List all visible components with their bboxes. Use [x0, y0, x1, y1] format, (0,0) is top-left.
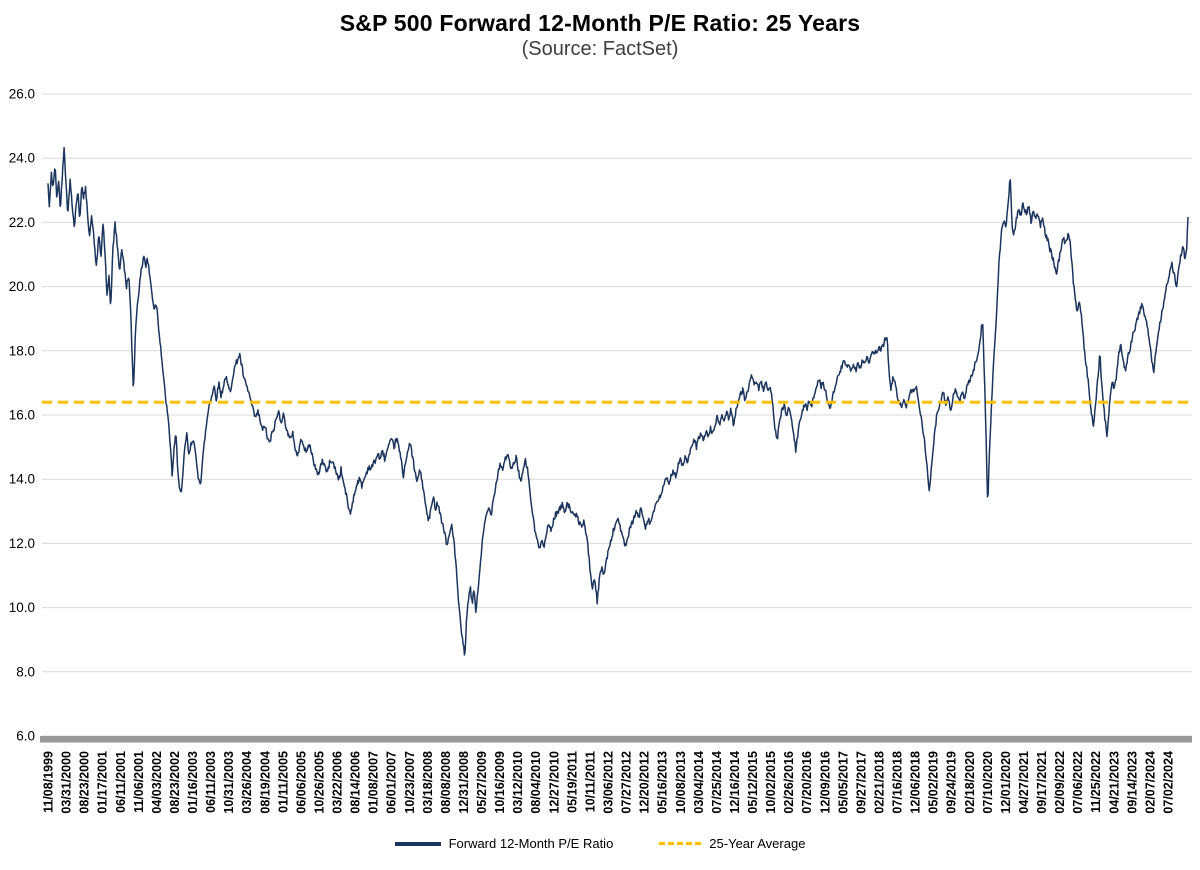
svg-text:08/23/2002: 08/23/2002 [168, 751, 182, 814]
legend-item-series: Forward 12-Month P/E Ratio [394, 836, 614, 851]
svg-text:06/01/2007: 06/01/2007 [385, 751, 399, 814]
svg-text:03/04/2014: 03/04/2014 [692, 751, 706, 814]
svg-text:05/27/2009: 05/27/2009 [475, 751, 489, 814]
svg-text:10/31/2003: 10/31/2003 [222, 751, 236, 814]
svg-text:10/11/2011: 10/11/2011 [583, 751, 597, 812]
svg-text:06/11/2003: 06/11/2003 [204, 751, 218, 813]
svg-text:12.0: 12.0 [9, 536, 35, 551]
svg-text:08/19/2004: 08/19/2004 [258, 751, 272, 814]
svg-text:10/02/2015: 10/02/2015 [764, 751, 778, 814]
svg-text:03/31/2000: 03/31/2000 [60, 751, 74, 814]
svg-text:10.0: 10.0 [9, 600, 35, 615]
svg-text:03/06/2012: 03/06/2012 [602, 751, 616, 814]
svg-text:07/10/2020: 07/10/2020 [981, 751, 995, 814]
svg-text:12/31/2008: 12/31/2008 [457, 751, 471, 814]
svg-text:02/09/2022: 02/09/2022 [1053, 751, 1067, 814]
series-line [47, 146, 1189, 656]
svg-text:01/08/2007: 01/08/2007 [367, 751, 381, 814]
svg-text:05/05/2017: 05/05/2017 [836, 751, 850, 814]
svg-text:07/27/2012: 07/27/2012 [620, 751, 634, 814]
svg-text:20.0: 20.0 [9, 279, 35, 294]
svg-text:16.0: 16.0 [9, 408, 35, 423]
y-axis-labels: 6.0 8.0 10.0 12.0 14.0 16.0 18.0 20.0 22.0 24.0 26… [9, 87, 35, 744]
svg-text:10/23/2007: 10/23/2007 [403, 751, 417, 814]
svg-text:08/04/2010: 08/04/2010 [529, 751, 543, 814]
svg-text:09/14/2023: 09/14/2023 [1125, 751, 1139, 814]
svg-text:04/27/2021: 04/27/2021 [1017, 751, 1031, 814]
svg-text:10/08/2013: 10/08/2013 [674, 751, 688, 814]
svg-text:8.0: 8.0 [16, 664, 35, 679]
pe-chart-svg: 6.0 8.0 10.0 12.0 14.0 16.0 18.0 20.0 22.0 24.0 26… [9, 87, 1192, 814]
svg-text:08/14/2006: 08/14/2006 [349, 751, 363, 814]
svg-text:05/02/2019: 05/02/2019 [927, 751, 941, 814]
legend: Forward 12-Month P/E Ratio 25-Year Avera… [0, 836, 1200, 851]
svg-text:05/19/2011: 05/19/2011 [565, 751, 579, 813]
legend-series-label: Forward 12-Month P/E Ratio [448, 836, 614, 851]
svg-text:11/25/2022: 11/25/2022 [1089, 751, 1103, 813]
svg-text:04/21/2023: 04/21/2023 [1107, 751, 1121, 814]
svg-text:03/22/2006: 03/22/2006 [331, 751, 345, 814]
page-title: S&P 500 Forward 12-Month P/E Ratio: 25 Y… [339, 10, 861, 36]
svg-text:02/26/2016: 02/26/2016 [782, 751, 796, 814]
svg-text:08/08/2008: 08/08/2008 [439, 751, 453, 814]
x-axis-baseline [40, 736, 1192, 743]
svg-text:03/26/2004: 03/26/2004 [240, 751, 254, 814]
svg-text:06/11/2001: 06/11/2001 [114, 751, 128, 813]
legend-average-label: 25-Year Average [709, 836, 806, 851]
svg-text:24.0: 24.0 [9, 151, 35, 166]
svg-text:14.0: 14.0 [9, 472, 35, 487]
svg-text:22.0: 22.0 [9, 215, 35, 230]
svg-text:04/03/2002: 04/03/2002 [150, 751, 164, 814]
svg-text:03/18/2008: 03/18/2008 [421, 751, 435, 814]
svg-text:08/23/2000: 08/23/2000 [78, 751, 92, 814]
svg-text:12/09/2016: 12/09/2016 [818, 751, 832, 814]
svg-text:11/08/1999: 11/08/1999 [42, 751, 56, 813]
svg-text:12/20/2012: 12/20/2012 [638, 751, 652, 814]
svg-text:09/27/2017: 09/27/2017 [854, 751, 868, 814]
legend-item-average: 25-Year Average [659, 836, 805, 851]
series-line-swatch-icon [394, 841, 441, 846]
svg-text:05/16/2013: 05/16/2013 [656, 751, 670, 814]
svg-text:07/25/2014: 07/25/2014 [710, 751, 724, 814]
svg-text:06/06/2005: 06/06/2005 [294, 751, 308, 814]
svg-text:07/02/2024: 07/02/2024 [1162, 751, 1176, 814]
svg-text:03/12/2010: 03/12/2010 [511, 751, 525, 814]
page-subtitle: (Source: FactSet) [521, 38, 679, 60]
svg-text:01/16/2003: 01/16/2003 [186, 751, 200, 814]
gridlines [42, 93, 1192, 737]
svg-text:12/06/2018: 12/06/2018 [909, 751, 923, 814]
svg-text:18.0: 18.0 [9, 343, 35, 358]
svg-text:07/20/2016: 07/20/2016 [800, 751, 814, 814]
svg-text:10/26/2005: 10/26/2005 [312, 751, 326, 814]
average-line-swatch-icon [659, 842, 702, 845]
svg-text:12/16/2014: 12/16/2014 [728, 751, 742, 814]
svg-text:10/16/2009: 10/16/2009 [493, 751, 507, 814]
svg-text:26.0: 26.0 [9, 87, 35, 102]
svg-text:6.0: 6.0 [16, 729, 35, 744]
svg-text:05/12/2015: 05/12/2015 [746, 751, 760, 814]
x-axis-labels: 11/08/1999 03/31/2000 08/23/2000 01/17/2001… [42, 751, 1176, 814]
svg-text:12/01/2020: 12/01/2020 [999, 751, 1013, 814]
svg-text:07/16/2018: 07/16/2018 [891, 751, 905, 814]
svg-text:02/21/2018: 02/21/2018 [872, 751, 886, 814]
svg-text:02/18/2020: 02/18/2020 [963, 751, 977, 814]
svg-text:09/24/2019: 09/24/2019 [945, 751, 959, 814]
svg-text:11/06/2001: 11/06/2001 [132, 751, 146, 813]
svg-text:01/11/2005: 01/11/2005 [276, 751, 290, 813]
svg-text:09/17/2021: 09/17/2021 [1035, 751, 1049, 814]
svg-text:01/17/2001: 01/17/2001 [96, 751, 110, 814]
svg-text:02/07/2024: 02/07/2024 [1143, 751, 1157, 814]
svg-text:07/06/2022: 07/06/2022 [1071, 751, 1085, 814]
svg-text:12/27/2010: 12/27/2010 [547, 751, 561, 814]
